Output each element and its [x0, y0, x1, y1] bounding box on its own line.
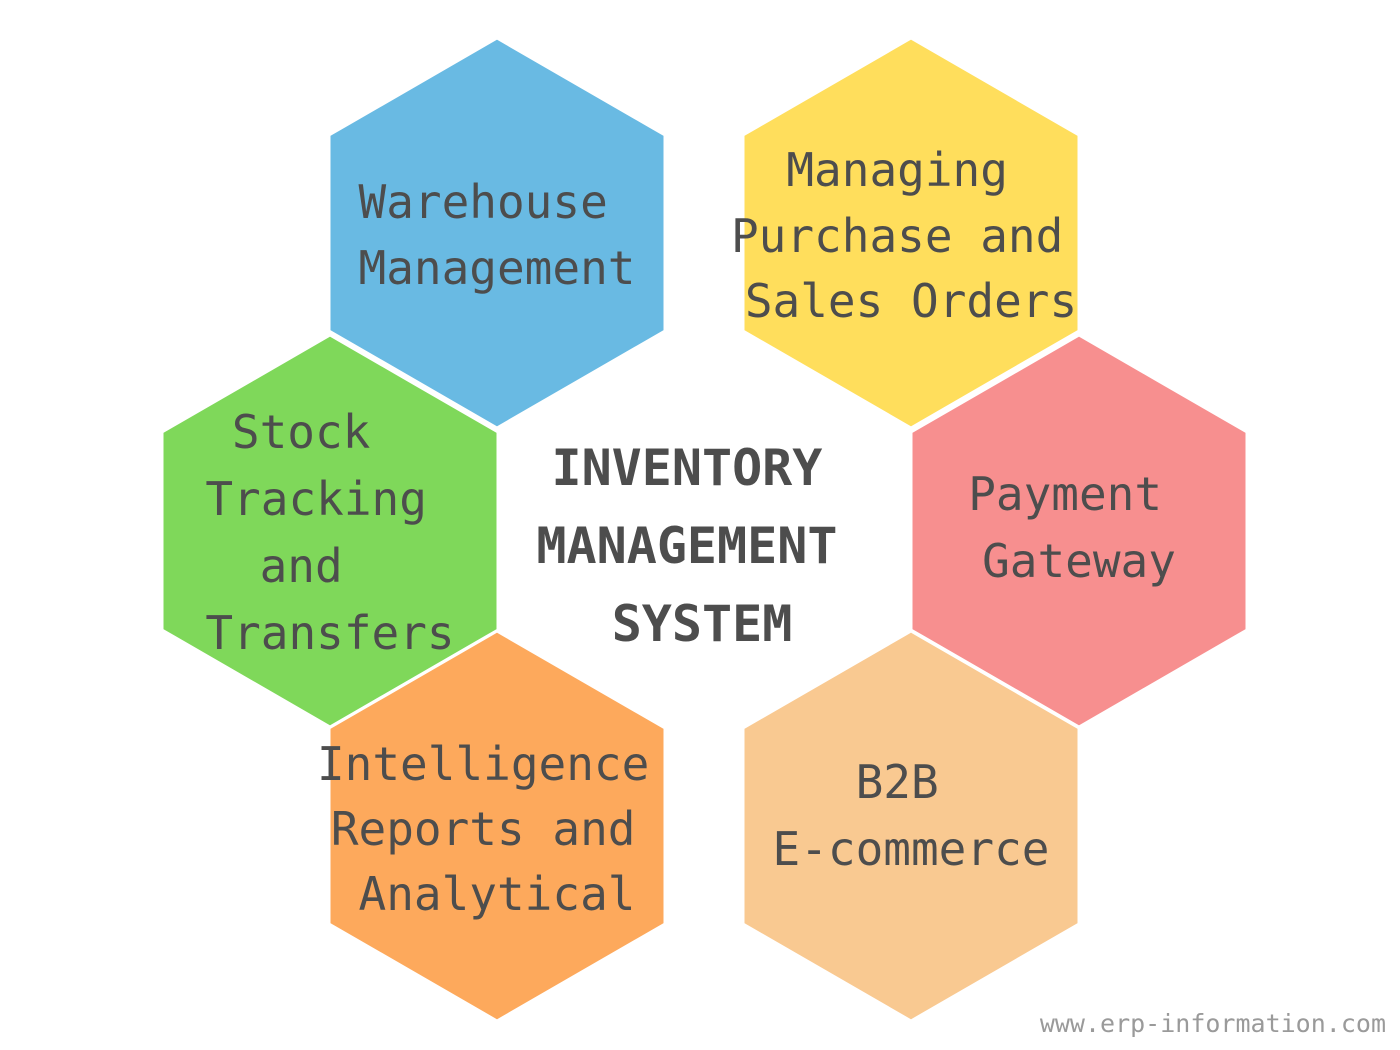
hex-label-line: Stock — [232, 405, 370, 459]
hex-label-line: Warehouse — [359, 175, 608, 229]
hex-stock-tracking-and-transfers: Stock Tracking and Transfers — [160, 333, 500, 729]
hex-label-line: Analytical — [359, 867, 636, 921]
hex-b2b-e-commerce-label: B2B E-commerce — [773, 755, 1050, 876]
hex-payment-gateway: Payment Gateway — [909, 333, 1249, 729]
hex-label-line: E-commerce — [773, 822, 1050, 876]
hex-warehouse-management-label: Warehouse Management — [359, 175, 636, 295]
hex-label-line: Reports and — [331, 802, 636, 856]
hex-label-line: Purchase and — [731, 209, 1063, 263]
hex-warehouse-management: Warehouse Management — [327, 36, 667, 430]
hex-intelligence-reports-and-analytical-label: Intelligence Reports and Analytical — [317, 737, 677, 921]
hex-label-line: B2B — [856, 755, 939, 809]
hex-b2b-e-commerce-shape — [741, 629, 1081, 1023]
center-title-line: INVENTORY — [551, 439, 822, 497]
hex-label-line: Gateway — [982, 534, 1176, 588]
hex-intelligence-reports-and-analytical: Intelligence Reports and Analytical — [317, 629, 677, 1023]
hex-b2b-e-commerce: B2B E-commerce — [741, 629, 1081, 1023]
hex-label-line: and — [260, 539, 343, 593]
center-title-line: SYSTEM — [612, 595, 793, 653]
watermark-url: www.erp-information.com — [1040, 1009, 1386, 1038]
center-title: INVENTORY MANAGEMENT SYSTEM — [536, 439, 867, 653]
hex-label-line: Intelligence — [317, 737, 649, 791]
hex-label-line: Tracking — [205, 472, 427, 526]
hex-label-line: Sales Orders — [745, 274, 1077, 328]
hex-stock-tracking-and-transfers-label: Stock Tracking and Transfers — [205, 405, 454, 660]
hex-label-line: Management — [359, 241, 636, 295]
center-title-line: MANAGEMENT — [536, 517, 837, 575]
hex-label-line: Payment — [968, 467, 1162, 521]
hex-intelligence-reports-and-analytical-shape — [327, 629, 667, 1023]
hex-payment-gateway-label: Payment Gateway — [968, 467, 1190, 588]
hex-warehouse-management-shape — [327, 36, 667, 430]
hex-managing-purchase-and-sales-orders: Managing Purchase and Sales Orders — [731, 36, 1091, 430]
hex-managing-purchase-and-sales-orders-label: Managing Purchase and Sales Orders — [731, 143, 1091, 328]
hex-label-line: Transfers — [205, 606, 454, 660]
hex-managing-purchase-and-sales-orders-shape — [741, 36, 1081, 430]
hex-label-line: Managing — [786, 143, 1008, 197]
